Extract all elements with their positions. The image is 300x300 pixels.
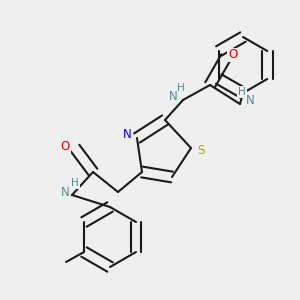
Text: N: N (123, 128, 131, 142)
Text: N: N (61, 185, 69, 199)
Text: O: O (228, 49, 238, 62)
Text: N: N (169, 91, 177, 103)
Text: O: O (60, 140, 70, 152)
Text: H: H (71, 178, 79, 188)
Text: H: H (238, 87, 246, 97)
Text: N: N (246, 94, 254, 107)
Text: S: S (197, 145, 205, 158)
Text: H: H (177, 83, 185, 93)
